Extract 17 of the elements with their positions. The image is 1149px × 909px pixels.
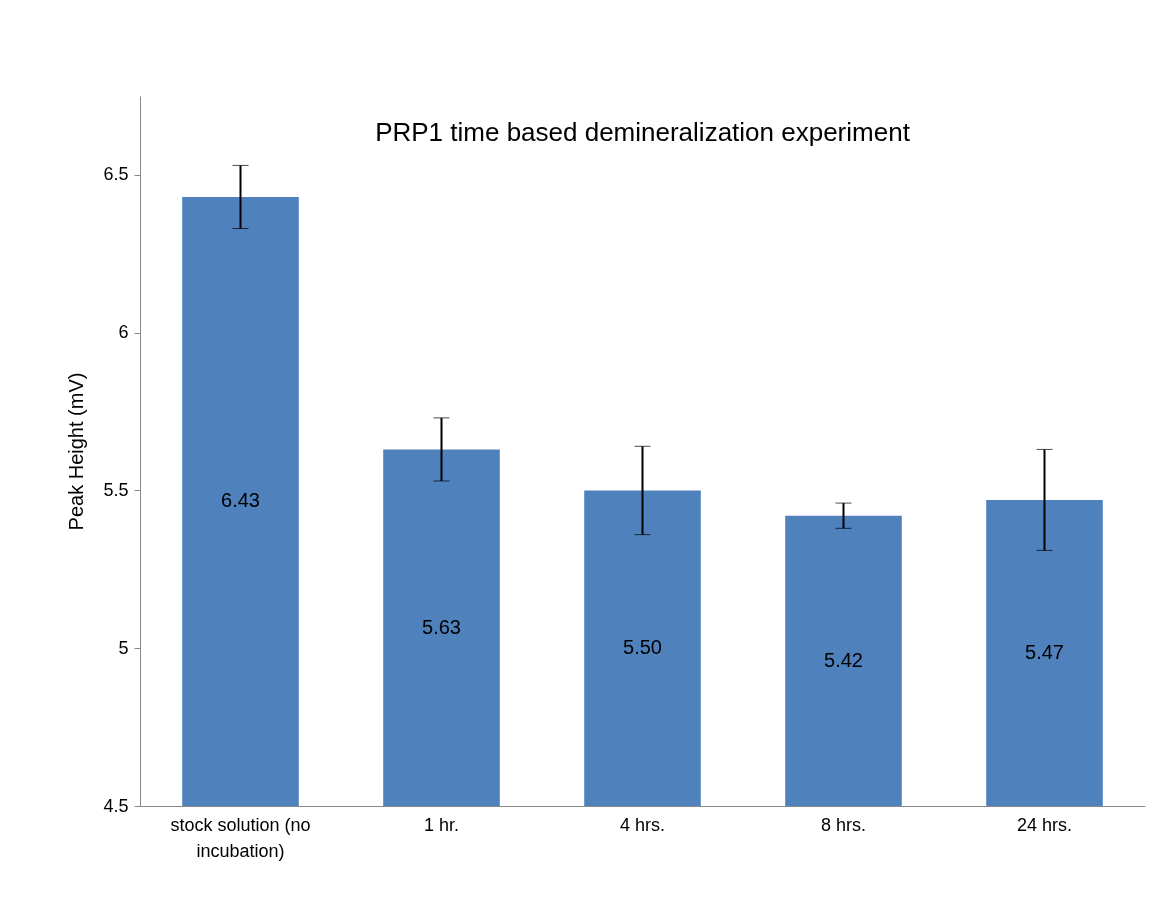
data-label: 5.63 bbox=[422, 615, 461, 638]
y-axis-title: Peak Height (mV) bbox=[65, 372, 88, 531]
y-tick-label: 6 bbox=[118, 322, 129, 343]
text: PRP1 time based demineralization experiment bbox=[375, 117, 911, 147]
data-label: 5.50 bbox=[623, 636, 662, 659]
data-label: 6.43 bbox=[221, 489, 260, 512]
data-label: 5.42 bbox=[824, 648, 863, 671]
x-tick-label: 4 hrs. bbox=[619, 814, 666, 835]
x-tick-label: stock solution (no incubation) bbox=[170, 814, 311, 861]
y-tick-label: 6.5 bbox=[103, 164, 129, 185]
x-tick-label: 8 hrs. bbox=[820, 814, 867, 835]
y-tick-label: 4.5 bbox=[103, 795, 129, 816]
data-label: 5.47 bbox=[1025, 640, 1064, 663]
x-tick-label: 1 hr. bbox=[423, 814, 460, 835]
y-tick-label: 5.5 bbox=[103, 479, 129, 500]
x-tick-label: 24 hrs. bbox=[1016, 814, 1073, 835]
y-tick-label: 5 bbox=[118, 637, 129, 658]
